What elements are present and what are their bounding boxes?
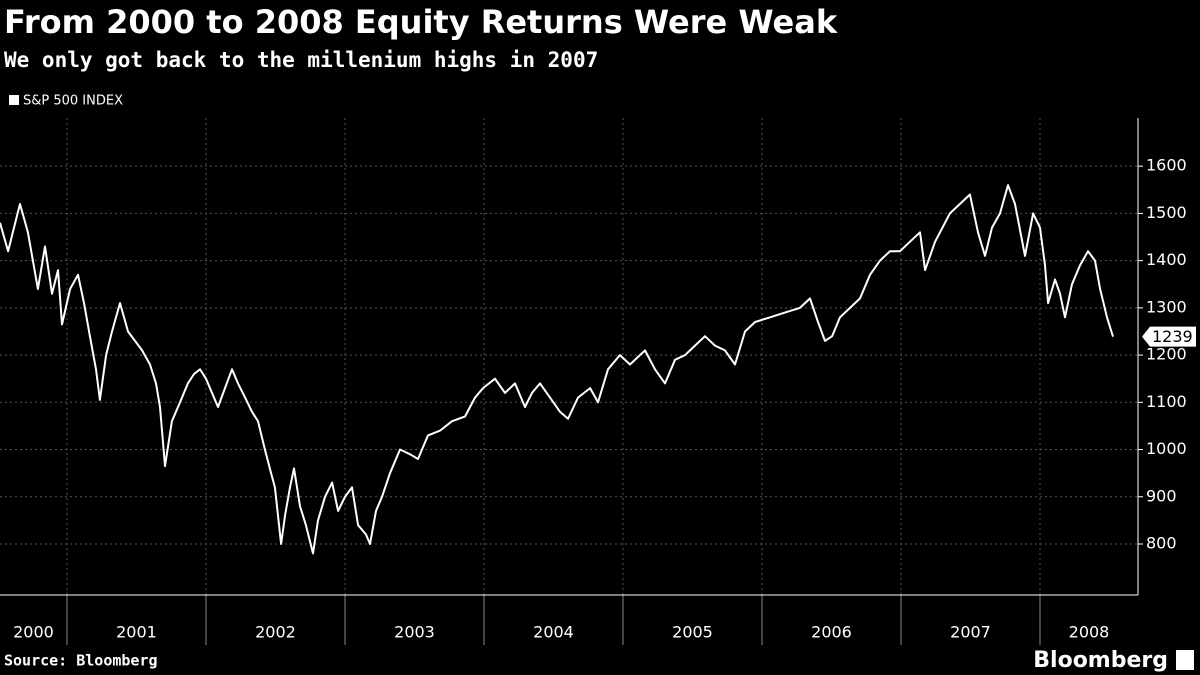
line-series bbox=[0, 184, 1114, 555]
y-tick-label: 1000 bbox=[1146, 439, 1187, 458]
x-tick-label: 2007 bbox=[950, 623, 991, 642]
brand-icon bbox=[1176, 650, 1194, 670]
legend-swatch bbox=[9, 95, 19, 105]
last-value-label: 1239 bbox=[1152, 327, 1193, 346]
x-tick-label: 2008 bbox=[1069, 623, 1110, 642]
x-tick-label: 2006 bbox=[811, 623, 852, 642]
y-tick-label: 1200 bbox=[1146, 345, 1187, 364]
last-value-tag bbox=[1142, 326, 1196, 347]
chart-subtitle: We only got back to the millenium highs … bbox=[4, 48, 598, 72]
x-tick-label: 2001 bbox=[116, 623, 157, 642]
x-tick-label: 2000 bbox=[13, 623, 54, 642]
x-tick-label: 2005 bbox=[672, 623, 713, 642]
y-tick-label: 1600 bbox=[1146, 156, 1187, 175]
x-tick-label: 2002 bbox=[255, 623, 296, 642]
y-tick-label: 800 bbox=[1146, 533, 1177, 552]
chart-title: From 2000 to 2008 Equity Returns Were We… bbox=[4, 3, 838, 41]
source: Source: Bloomberg bbox=[4, 652, 158, 670]
y-tick-label: 1100 bbox=[1146, 392, 1187, 411]
x-tick-label: 2003 bbox=[394, 623, 435, 642]
y-tick-label: 900 bbox=[1146, 486, 1177, 505]
y-tick-label: 1300 bbox=[1146, 297, 1187, 316]
brand-logo: Bloomberg bbox=[1033, 648, 1168, 673]
x-tick-label: 2004 bbox=[533, 623, 574, 642]
y-tick-label: 1500 bbox=[1146, 203, 1187, 222]
y-tick-label: 1400 bbox=[1146, 250, 1187, 269]
legend-label: S&P 500 INDEX bbox=[23, 94, 123, 109]
